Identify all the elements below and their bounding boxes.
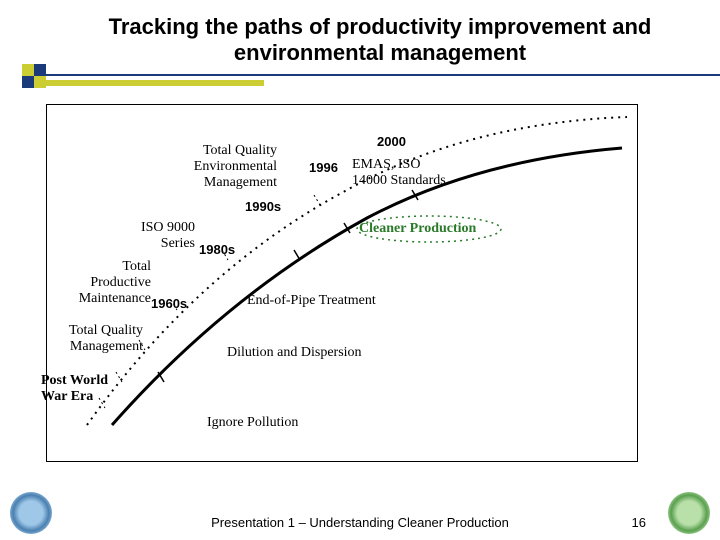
diagram-frame: Total QualityEnvironmentalManagement ISO …	[46, 104, 638, 462]
label-total_quality_env_mgmt: Total QualityEnvironmentalManagement	[159, 143, 277, 191]
label-total_productive_maint: TotalProductiveMaintenance	[41, 259, 151, 307]
label-year_1990s: 1990s	[245, 200, 305, 215]
label-ignore: Ignore Pollution	[207, 415, 407, 431]
unido-logo-icon	[10, 492, 52, 534]
title-bullet-icon	[22, 64, 46, 88]
label-cleaner_production: Cleaner Production	[359, 221, 509, 237]
label-year_1980s: 1980s	[199, 243, 259, 258]
unep-logo-icon	[668, 492, 710, 534]
label-emas_iso14000: EMAS, ISO14000 Standards	[352, 157, 502, 189]
label-iso9000: ISO 9000Series	[125, 220, 195, 252]
label-year_1960s: 1960s	[151, 297, 211, 312]
footer-text: Presentation 1 – Understanding Cleaner P…	[0, 515, 720, 530]
label-dilution: Dilution and Dispersion	[227, 345, 447, 361]
label-end_of_pipe: End-of-Pipe Treatment	[247, 293, 467, 309]
label-post_wwii: Post WorldWar Era	[41, 373, 133, 405]
page-number: 16	[632, 515, 646, 530]
label-year_2000: 2000	[377, 135, 427, 150]
title-underline	[44, 74, 720, 76]
label-total_quality_mgmt: Total QualityManagement	[41, 323, 143, 355]
page-title: Tracking the paths of productivity impro…	[70, 14, 690, 67]
